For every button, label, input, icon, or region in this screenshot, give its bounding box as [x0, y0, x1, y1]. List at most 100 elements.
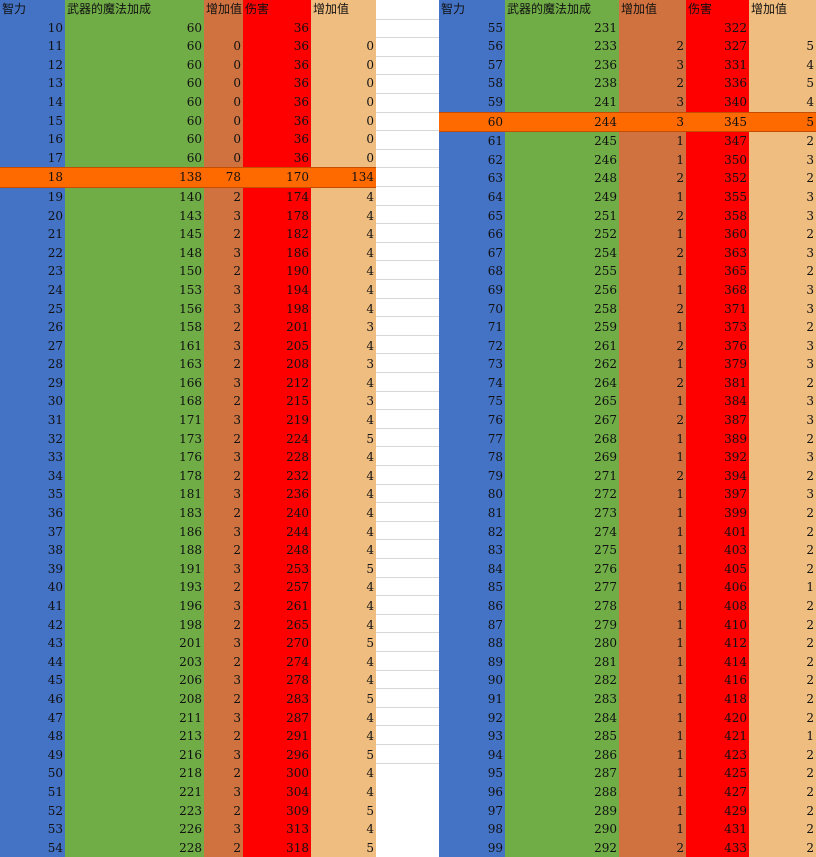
table-row: 13 60 0 36 0 — [0, 74, 376, 93]
table-row: 68 255 1 365 2 — [439, 262, 816, 281]
intelligence-cell: 61 — [439, 132, 505, 151]
table-row: 46 208 2 283 5 — [0, 689, 376, 709]
bonus-increase-cell: 3 — [204, 373, 243, 393]
intelligence-cell: 79 — [439, 466, 505, 486]
intelligence-cell: 86 — [439, 597, 505, 616]
weapon-bonus-cell: 290 — [505, 820, 619, 839]
damage-increase-cell: 5 — [311, 634, 376, 653]
damage-increase-cell: 4 — [311, 652, 376, 672]
bonus-increase-cell: 3 — [204, 411, 243, 430]
table-row: 88 280 1 412 2 — [439, 634, 816, 653]
weapon-bonus-cell: 249 — [505, 187, 619, 207]
damage-increase-cell: 4 — [311, 541, 376, 560]
bonus-increase-cell: 2 — [619, 336, 686, 356]
bonus-increase-cell: 0 — [204, 111, 243, 131]
intelligence-cell: 94 — [439, 745, 505, 765]
table-row: 80 272 1 397 3 — [439, 485, 816, 505]
damage-cell: 304 — [243, 782, 311, 802]
damage-increase-cell: 0 — [311, 37, 376, 56]
damage-increase-cell: 3 — [749, 485, 816, 505]
weapon-bonus-cell: 276 — [505, 559, 619, 579]
gridline — [376, 353, 439, 355]
weapon-bonus-cell: 283 — [505, 689, 619, 709]
weapon-bonus-cell: 138 — [65, 168, 204, 187]
damage-cell: 265 — [243, 615, 311, 635]
table-row: 15 60 0 36 0 — [0, 111, 376, 131]
gridline — [376, 632, 439, 634]
damage-cell: 174 — [243, 187, 311, 207]
damage-increase-cell: 134 — [311, 168, 376, 187]
damage-cell: 392 — [686, 448, 749, 467]
damage-increase-cell: 4 — [311, 727, 376, 746]
table-row: 71 259 1 373 2 — [439, 318, 816, 337]
intelligence-cell: 49 — [0, 745, 65, 765]
weapon-bonus-cell: 244 — [505, 112, 619, 132]
damage-cell: 408 — [686, 597, 749, 616]
bonus-increase-cell: 0 — [204, 74, 243, 93]
weapon-bonus-cell: 262 — [505, 355, 619, 374]
damage-increase-cell: 5 — [311, 689, 376, 709]
damage-cell: 232 — [243, 466, 311, 486]
table-row: 92 284 1 420 2 — [439, 708, 816, 728]
damage-increase-cell: 2 — [749, 541, 816, 560]
bonus-increase-cell: 3 — [619, 112, 686, 132]
intelligence-cell: 35 — [0, 485, 65, 505]
weapon-bonus-cell: 221 — [65, 782, 204, 802]
header-damage-increase: 增加值 — [311, 0, 376, 19]
table-row: 82 274 1 401 2 — [439, 522, 816, 542]
table-row: 27 161 3 205 4 — [0, 336, 376, 356]
bonus-increase-cell: 1 — [619, 280, 686, 300]
damage-cell: 418 — [686, 689, 749, 709]
intelligence-cell: 33 — [0, 448, 65, 467]
damage-cell: 322 — [686, 18, 749, 38]
damage-cell: 182 — [243, 225, 311, 244]
table-row: 48 213 2 291 4 — [0, 727, 376, 746]
damage-increase-cell: 4 — [311, 597, 376, 616]
bonus-increase-cell: 2 — [204, 504, 243, 523]
damage-cell: 219 — [243, 411, 311, 430]
table-row: 59 241 3 340 4 — [439, 92, 816, 112]
damage-increase-cell: 4 — [311, 671, 376, 690]
intelligence-cell: 62 — [439, 150, 505, 170]
bonus-increase-cell: 0 — [204, 130, 243, 149]
damage-increase-cell: 2 — [749, 689, 816, 709]
intelligence-cell: 96 — [439, 782, 505, 802]
damage-increase-cell — [749, 18, 816, 38]
weapon-bonus-cell: 156 — [65, 299, 204, 319]
gridline — [376, 334, 439, 336]
gridline — [376, 37, 439, 39]
intelligence-cell: 39 — [0, 559, 65, 579]
bonus-increase-cell: 3 — [204, 559, 243, 579]
table-row: 96 288 1 427 2 — [439, 782, 816, 802]
bonus-increase-cell: 2 — [619, 466, 686, 486]
intelligence-cell: 25 — [0, 299, 65, 319]
weapon-bonus-cell: 228 — [65, 838, 204, 857]
damage-cell: 414 — [686, 652, 749, 672]
damage-increase-cell — [311, 18, 376, 38]
weapon-bonus-cell: 208 — [65, 689, 204, 709]
weapon-bonus-cell: 176 — [65, 448, 204, 467]
bonus-increase-cell: 1 — [619, 764, 686, 783]
weapon-bonus-cell: 201 — [65, 634, 204, 653]
intelligence-cell: 69 — [439, 280, 505, 300]
damage-cell: 236 — [243, 485, 311, 505]
table-row: 28 163 2 208 3 — [0, 355, 376, 374]
damage-cell: 36 — [243, 148, 311, 168]
bonus-increase-cell: 1 — [619, 578, 686, 597]
damage-increase-cell: 2 — [749, 634, 816, 653]
table-row: 61 245 1 347 2 — [439, 132, 816, 151]
weapon-bonus-cell: 60 — [65, 37, 204, 56]
bonus-increase-cell: 1 — [619, 597, 686, 616]
table-row: 19 140 2 174 4 — [0, 187, 376, 207]
damage-increase-cell: 4 — [311, 485, 376, 505]
header-row: 智力 武器的魔法加成 增加值 伤害 增加值 — [439, 0, 816, 19]
intelligence-cell: 30 — [0, 392, 65, 412]
weapon-bonus-cell: 254 — [505, 243, 619, 263]
damage-cell: 296 — [243, 745, 311, 765]
weapon-bonus-cell: 216 — [65, 745, 204, 765]
weapon-bonus-cell: 275 — [505, 541, 619, 560]
right-table: 智力 武器的魔法加成 增加值 伤害 增加值 55 231 322 56 233 2 327 5… — [439, 0, 816, 857]
table-row: 54 228 2 318 5 — [0, 838, 376, 857]
table-row: 36 183 2 240 4 — [0, 504, 376, 523]
gridline — [376, 651, 439, 652]
